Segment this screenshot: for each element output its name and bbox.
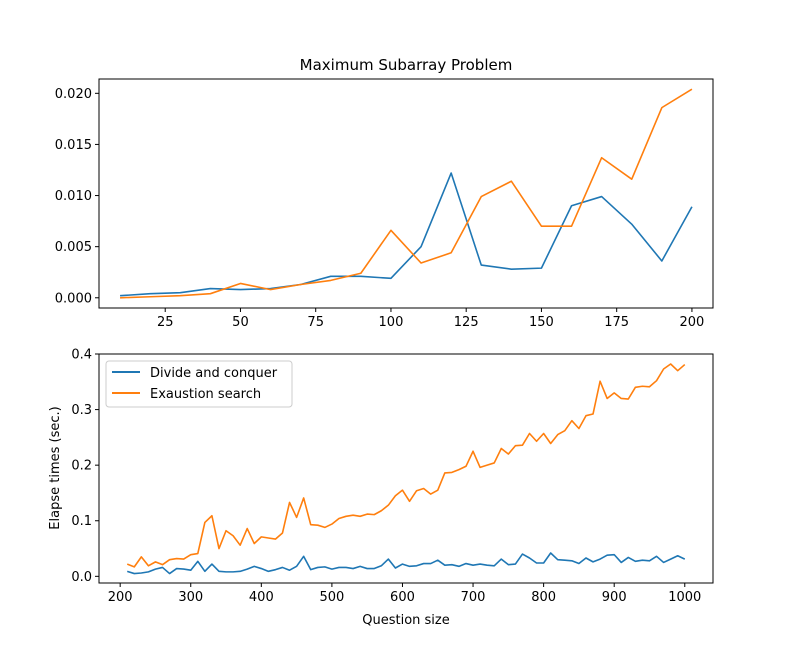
bottom-x-tick-label: 600 <box>390 590 415 605</box>
bottom-x-axis-ticks: 200 300 400 500 600 700 800 900 1000 <box>108 583 701 605</box>
legend-label-divide-and-conquer: Divide and conquer <box>150 366 278 381</box>
top-x-axis-ticks: 25 50 75 100 125 150 175 200 <box>157 308 704 330</box>
bottom-x-tick-label: 1000 <box>668 590 701 605</box>
bottom-y-tick-label: 0.3 <box>71 403 92 418</box>
bottom-x-tick-label: 500 <box>319 590 344 605</box>
legend-box <box>105 360 293 408</box>
bottom-x-tick-label: 200 <box>108 590 133 605</box>
bottom-y-axis-ticks: 0.0 0.1 0.2 0.3 0.4 <box>71 348 99 585</box>
bottom-x-tick-label: 700 <box>461 590 486 605</box>
legend: Divide and conquer Exaustion search <box>105 360 293 408</box>
bottom-series-line-orange <box>126 363 686 568</box>
top-y-tick-label: 0.005 <box>55 240 92 255</box>
bottom-x-tick-label: 300 <box>178 590 203 605</box>
top-y-tick-label: 0.020 <box>55 87 92 102</box>
top-x-tick-label: 75 <box>307 315 324 330</box>
top-x-tick-label: 150 <box>529 315 554 330</box>
bottom-plot-frame <box>98 353 714 584</box>
top-x-tick-label: 25 <box>157 315 174 330</box>
bottom-y-axis-label: Elapse times (sec.) <box>48 406 63 529</box>
bottom-y-tick-label: 0.4 <box>71 348 92 363</box>
top-x-tick-label: 200 <box>680 315 705 330</box>
top-x-tick-label: 125 <box>454 315 479 330</box>
top-y-tick-label: 0.010 <box>55 189 92 204</box>
top-y-axis-ticks: 0.000 0.005 0.010 0.015 0.020 <box>55 87 99 306</box>
bottom-y-tick-label: 0.2 <box>71 459 92 474</box>
bottom-series-group <box>126 363 686 575</box>
top-x-tick-label: 100 <box>379 315 404 330</box>
top-subplot: Maximum Subarray Problem 25 50 75 100 125 150… <box>55 56 714 330</box>
top-x-tick-label: 175 <box>604 315 629 330</box>
top-plot-frame <box>98 78 714 309</box>
top-series-group <box>120 88 693 299</box>
bottom-y-tick-label: 0.1 <box>71 514 92 529</box>
top-y-tick-label: 0.015 <box>55 138 92 153</box>
bottom-x-tick-label: 800 <box>531 590 556 605</box>
top-series-line-orange <box>120 88 693 299</box>
bottom-x-tick-label: 400 <box>249 590 274 605</box>
top-chart-title: Maximum Subarray Problem <box>300 56 513 74</box>
bottom-subplot: 200 300 400 500 600 700 800 900 1000 0.00.10.20.… <box>48 348 714 628</box>
top-x-tick-label: 50 <box>232 315 249 330</box>
legend-label-exaustion-search: Exaustion search <box>150 387 261 402</box>
bottom-x-axis-label: Question size <box>362 613 449 628</box>
bottom-x-tick-label: 900 <box>602 590 627 605</box>
bottom-y-tick-label: 0.0 <box>71 570 92 585</box>
top-series-line-blue <box>120 172 693 297</box>
bottom-series-line-blue <box>126 552 686 575</box>
top-y-tick-label: 0.000 <box>55 291 92 306</box>
